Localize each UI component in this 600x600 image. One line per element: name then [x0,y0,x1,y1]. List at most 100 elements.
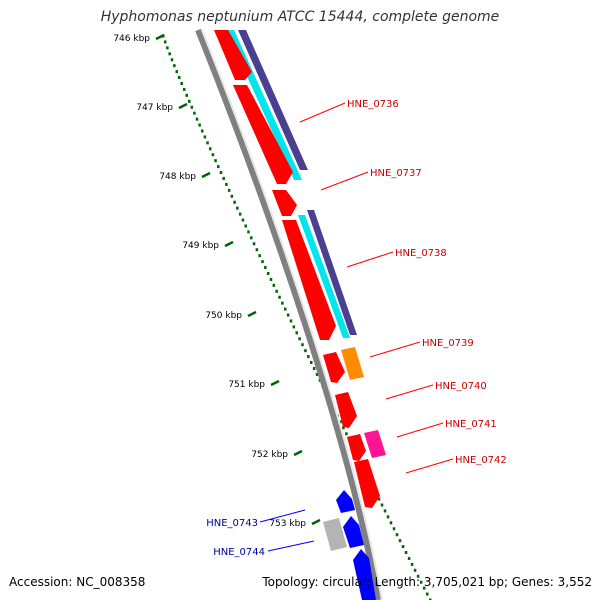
cds-navy-block-1 [238,30,308,170]
callout-line [396,422,444,438]
ruler-dot [203,135,207,139]
accession-label: Accession: NC_008358 [9,575,146,589]
ruler-dot [241,218,245,222]
ruler-dot [398,539,402,543]
feature-orange-hne-0739 [341,347,364,380]
cds-cyan-block-2 [298,215,350,338]
ruler-tick [178,102,188,110]
ruler-dot [272,283,276,287]
gene-label-hne-0739[interactable]: HNE_0739 [422,338,474,349]
ruler-tick [247,310,257,318]
ruler-dot [250,236,253,240]
backbone [195,28,383,600]
ruler-dot [413,568,417,572]
ruler-tick-label: 747 kbp [136,103,173,113]
ruler-dot [416,574,420,578]
gene-label-hne-0737[interactable]: HNE_0737 [370,168,422,179]
ruler-dot [255,248,259,252]
ruler-dot [278,295,281,299]
gene-arrow-hne-0741 [347,434,366,461]
gene-label-hne-0741[interactable]: HNE_0741 [445,419,497,430]
ruler-tick [224,240,234,248]
ruler-dot [309,361,313,365]
ruler-dot [380,503,384,507]
ruler-dot [166,46,169,50]
ruler-dot [383,509,387,513]
ruler-dot [180,81,183,85]
ruler-tick-label: 749 kbp [182,241,219,251]
callout-line [405,458,454,474]
cds-navy-block-2 [307,210,357,335]
ruler-tick-label: 746 kbp [113,34,150,44]
ruler-dot [269,277,273,281]
gene-label-hne-0740[interactable]: HNE_0740 [435,381,487,392]
ruler-dot [422,586,426,590]
gene-label-hne-0738[interactable]: HNE_0738 [395,248,447,259]
genome-summary: Topology: circular; Length: 3,705,021 bp… [262,575,592,589]
ruler-dot [170,58,174,62]
ruler-dot [252,242,256,246]
gene-arrow-1 [214,30,252,80]
ruler-dot [208,147,212,151]
map-title: Hyphomonas neptunium ATCC 15444, complet… [100,9,500,25]
ruler-dot [163,40,167,44]
ruler-dot [275,289,278,293]
gene-label-hne-0744[interactable]: HNE_0744 [213,547,265,558]
gene-label-hne-0742[interactable]: HNE_0742 [455,455,507,466]
gene-arrow-hne-0742 [354,459,380,508]
ruler-tick [311,518,321,526]
ruler-dot [301,343,304,347]
gene-arrow-hne-0739 [323,352,345,383]
ruler-dot [219,171,223,175]
ruler-dot [392,527,396,531]
ruler-dot [312,366,316,370]
ruler-dot [266,271,270,275]
ruler-tick-label: 753 kbp [269,519,306,529]
ruler-dot [404,551,408,555]
ruler-dot [188,99,191,103]
gene-arrow-hne-0737 [272,190,297,216]
reverse-genes [336,490,376,600]
ruler-dot [389,521,393,525]
ruler-dot [295,331,298,335]
ruler-dot [377,497,381,501]
ruler-dot [177,76,181,80]
ruler-dot [264,266,267,270]
ruler-dot [190,105,194,109]
ruler-dot [281,301,284,305]
callout-line [369,341,421,358]
ruler-tick-label: 748 kbp [159,172,196,182]
ruler-dot [195,117,199,121]
ruler-tick-label: 751 kbp [228,380,265,390]
ruler-dot [419,580,423,584]
ruler-dot [185,93,188,97]
ruler-dot [258,254,261,258]
ruler-tick [201,171,211,179]
ruler-dot [233,200,236,204]
gene-arrow-hne-0744 [343,516,364,548]
ruler-tick-label: 750 kbp [205,311,242,321]
callout-line [299,102,346,123]
gene-label-hne-0736[interactable]: HNE_0736 [347,99,399,110]
ruler-dot [198,123,201,127]
feature-magenta-hne-0741 [364,430,386,458]
gene-arrow-3 [353,549,376,600]
callout-line [385,384,434,400]
ruler-dot [342,426,345,430]
ruler-dot [175,70,179,74]
gene-label-hne-0743[interactable]: HNE_0743 [206,518,258,529]
ruler-dot [173,64,176,68]
ruler-dot [339,420,342,424]
ruler-dot [236,206,239,210]
callouts: HNE_0736 HNE_0737 HNE_0738 HNE_0739 HNE_0740… [206,99,507,558]
ruler-dot [227,188,231,192]
forward-genes [214,30,380,508]
ruler-dot [200,129,204,133]
ruler-dot [407,556,411,560]
callout-line [320,171,369,191]
ruler-dot [386,515,390,519]
ruler-dot [247,230,250,234]
ruler-dot [211,153,215,157]
